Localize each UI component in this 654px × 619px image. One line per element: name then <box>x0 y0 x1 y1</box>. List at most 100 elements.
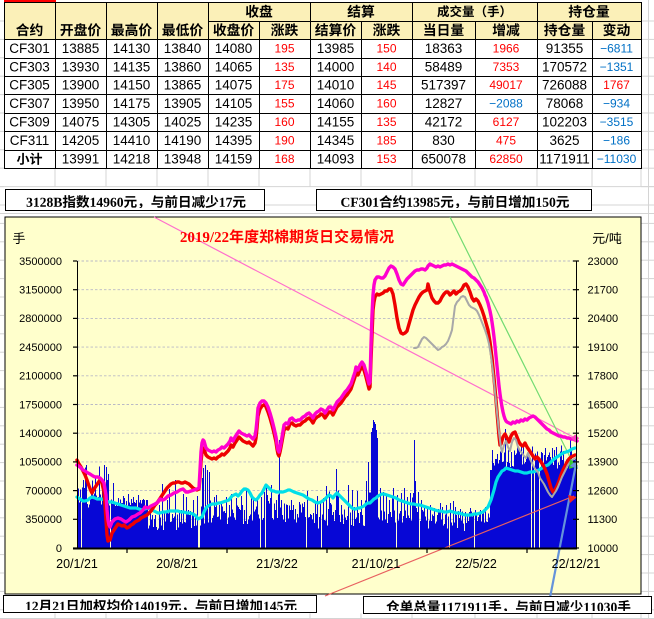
svg-text:135: 135 <box>376 115 396 129</box>
svg-text:2100000: 2100000 <box>19 371 62 383</box>
svg-text:13985: 13985 <box>317 41 355 56</box>
svg-text:15200: 15200 <box>588 428 619 440</box>
svg-text:140: 140 <box>376 60 396 74</box>
svg-text:20400: 20400 <box>588 313 619 325</box>
svg-text:−3515: −3515 <box>600 115 634 129</box>
svg-text:185: 185 <box>376 134 396 148</box>
svg-text:62850: 62850 <box>489 152 523 166</box>
svg-text:19100: 19100 <box>588 342 619 354</box>
svg-text:49017: 49017 <box>489 78 523 92</box>
svg-text:14218: 14218 <box>113 152 151 167</box>
svg-text:91355: 91355 <box>546 41 584 56</box>
svg-text:14410: 14410 <box>113 133 151 148</box>
svg-text:−1351: −1351 <box>600 60 634 74</box>
svg-text:2800000: 2800000 <box>19 313 62 325</box>
svg-text:14010: 14010 <box>317 78 355 93</box>
svg-text:14175: 14175 <box>113 96 151 111</box>
svg-text:12600: 12600 <box>588 485 619 497</box>
svg-text:18363: 18363 <box>425 41 463 56</box>
svg-text:13865: 13865 <box>164 78 202 93</box>
svg-text:13900: 13900 <box>588 457 619 469</box>
svg-text:12827: 12827 <box>425 96 463 111</box>
svg-text:14105: 14105 <box>215 96 253 111</box>
svg-text:10000: 10000 <box>588 543 619 555</box>
svg-text:CF305: CF305 <box>9 78 50 93</box>
svg-text:1767: 1767 <box>603 78 630 92</box>
svg-text:475: 475 <box>496 134 516 148</box>
svg-text:21/3/22: 21/3/22 <box>256 557 298 571</box>
svg-text:20/1/21: 20/1/21 <box>56 557 98 571</box>
svg-text:−2088: −2088 <box>489 97 523 111</box>
svg-text:14075: 14075 <box>215 78 253 93</box>
svg-text:2450000: 2450000 <box>19 342 62 354</box>
svg-text:1400000: 1400000 <box>19 428 62 440</box>
svg-text:3150000: 3150000 <box>19 285 62 297</box>
svg-text:14155: 14155 <box>317 115 355 130</box>
svg-text:42172: 42172 <box>425 115 463 130</box>
svg-text:13991: 13991 <box>62 152 100 167</box>
svg-text:58489: 58489 <box>425 60 463 75</box>
svg-text:14395: 14395 <box>215 133 253 148</box>
svg-text:13905: 13905 <box>164 96 202 111</box>
svg-text:350000: 350000 <box>25 514 62 526</box>
svg-text:150: 150 <box>376 42 396 56</box>
svg-text:14345: 14345 <box>317 133 355 148</box>
svg-text:14159: 14159 <box>215 152 253 167</box>
svg-text:145: 145 <box>376 78 396 92</box>
svg-text:14065: 14065 <box>215 60 253 75</box>
svg-text:155: 155 <box>274 97 294 111</box>
svg-text:17800: 17800 <box>588 371 619 383</box>
svg-text:CF301: CF301 <box>9 41 50 56</box>
svg-text:−934: −934 <box>603 97 630 111</box>
svg-text:21/10/21: 21/10/21 <box>352 557 401 571</box>
svg-text:1171911: 1171911 <box>539 152 590 167</box>
svg-text:0: 0 <box>56 543 62 555</box>
svg-text:3500000: 3500000 <box>19 256 62 268</box>
svg-text:170572: 170572 <box>542 60 587 75</box>
svg-text:13930: 13930 <box>62 60 100 75</box>
svg-text:14000: 14000 <box>317 60 355 75</box>
svg-text:14205: 14205 <box>62 133 100 148</box>
svg-text:190: 190 <box>274 134 294 148</box>
svg-text:21700: 21700 <box>588 285 619 297</box>
svg-text:517397: 517397 <box>421 78 466 93</box>
svg-text:20/8/21: 20/8/21 <box>156 557 198 571</box>
svg-text:22/5/22: 22/5/22 <box>455 557 497 571</box>
svg-text:830: 830 <box>432 133 455 148</box>
svg-text:7353: 7353 <box>493 60 520 74</box>
svg-text:175: 175 <box>274 78 294 92</box>
svg-text:1750000: 1750000 <box>19 399 62 411</box>
svg-text:CF309: CF309 <box>9 115 50 130</box>
svg-text:−186: −186 <box>603 134 630 148</box>
svg-text:11300: 11300 <box>588 514 618 526</box>
svg-text:13948: 13948 <box>164 152 202 167</box>
svg-text:CF311: CF311 <box>10 133 50 148</box>
svg-text:14135: 14135 <box>113 60 151 75</box>
svg-text:14190: 14190 <box>164 133 202 148</box>
svg-text:102203: 102203 <box>542 115 587 130</box>
svg-text:16500: 16500 <box>588 399 619 411</box>
svg-text:14025: 14025 <box>164 115 202 130</box>
svg-text:13900: 13900 <box>62 78 100 93</box>
svg-text:14235: 14235 <box>215 115 253 130</box>
svg-text:CF303: CF303 <box>9 60 50 75</box>
svg-text:650078: 650078 <box>421 152 466 167</box>
svg-text:1050000: 1050000 <box>19 457 62 469</box>
svg-text:726088: 726088 <box>542 78 587 93</box>
svg-text:−11030: −11030 <box>597 152 637 166</box>
svg-text:22/12/21: 22/12/21 <box>552 557 601 571</box>
svg-text:14305: 14305 <box>113 115 151 130</box>
svg-text:14075: 14075 <box>62 115 100 130</box>
svg-text:14130: 14130 <box>113 41 151 56</box>
svg-text:3625: 3625 <box>549 133 579 148</box>
svg-text:168: 168 <box>274 152 294 166</box>
svg-text:6127: 6127 <box>493 115 520 129</box>
svg-text:14060: 14060 <box>317 96 355 111</box>
svg-text:13885: 13885 <box>62 41 100 56</box>
svg-text:153: 153 <box>376 152 396 166</box>
svg-text:135: 135 <box>274 60 294 74</box>
svg-text:78068: 78068 <box>546 96 584 111</box>
svg-text:700000: 700000 <box>25 485 62 497</box>
svg-text:14093: 14093 <box>317 152 355 167</box>
svg-text:13860: 13860 <box>164 60 202 75</box>
